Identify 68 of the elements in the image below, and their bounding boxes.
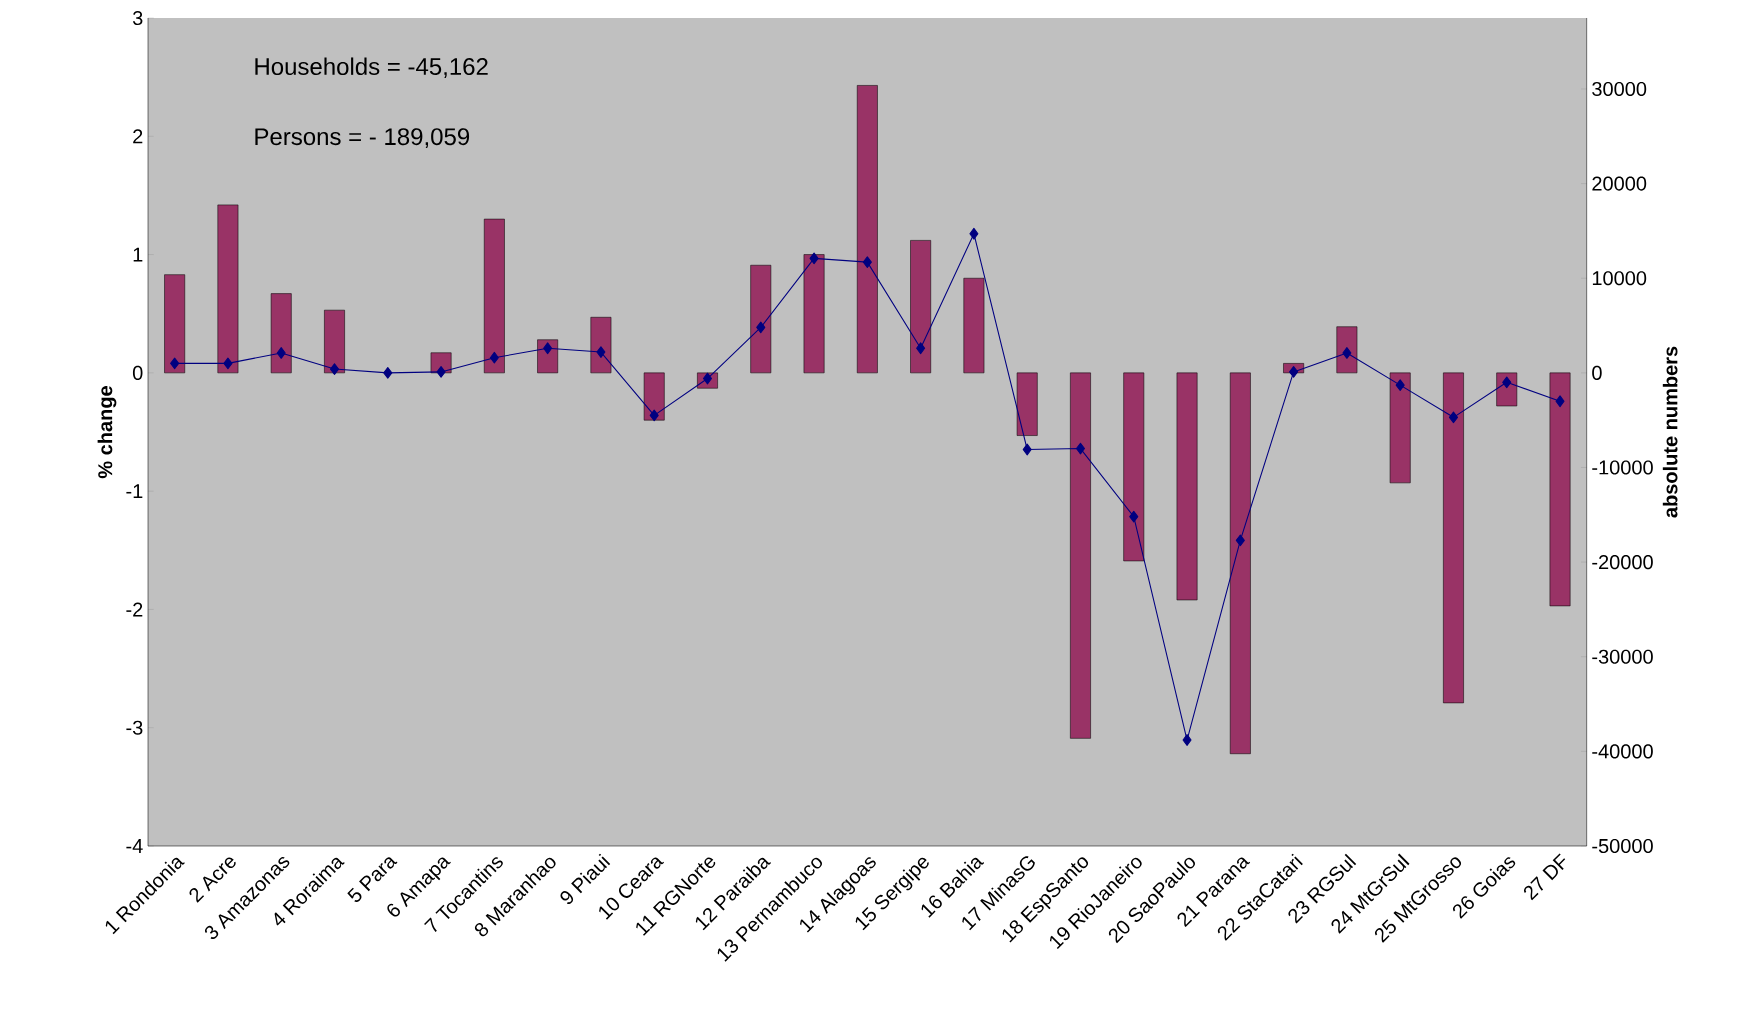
point	[969, 227, 979, 240]
point	[276, 347, 286, 359]
y-tick-label: -4	[126, 839, 143, 853]
y2-tick-label: -20000	[1592, 555, 1653, 570]
point	[596, 346, 606, 358]
y2-axis-title: absolute numbers	[1662, 346, 1678, 518]
point	[543, 342, 553, 355]
bar	[1443, 372, 1464, 704]
y2-tick-label: 0	[1592, 365, 1602, 380]
y2-tick-label: -40000	[1592, 744, 1653, 759]
y-tick-label: -1	[126, 484, 143, 499]
point	[1075, 442, 1086, 455]
point	[436, 366, 446, 378]
bar	[1123, 372, 1145, 562]
bar	[803, 254, 825, 374]
point	[489, 351, 499, 364]
bar	[750, 264, 772, 374]
bar	[483, 218, 505, 374]
bar	[1229, 372, 1251, 755]
x-tick-label: 27 DF	[1523, 853, 1566, 901]
point	[1129, 510, 1139, 523]
point	[1235, 534, 1245, 547]
bar	[910, 240, 932, 374]
bar	[643, 372, 665, 421]
bar	[1176, 372, 1198, 601]
point	[1448, 411, 1459, 424]
annotation: Persons = - 189,059	[255, 128, 470, 148]
point	[1502, 376, 1512, 389]
point	[1182, 734, 1192, 746]
y-tick-label: -2	[126, 602, 143, 617]
bar	[1070, 372, 1091, 739]
bar	[963, 277, 985, 374]
bar	[164, 274, 186, 374]
point	[223, 357, 233, 370]
bar	[590, 317, 612, 374]
point	[383, 366, 393, 379]
point	[329, 363, 340, 375]
annotation: Households = -45,162	[255, 57, 488, 78]
y-axis-title: % change	[97, 386, 117, 479]
y2-tick-label: -10000	[1592, 460, 1653, 475]
bar	[856, 85, 878, 374]
bar	[270, 293, 292, 374]
y2-tick-label: -30000	[1592, 649, 1653, 664]
bar	[1389, 372, 1411, 484]
y-tick-label: 3	[132, 10, 143, 26]
bar	[1549, 372, 1571, 607]
y-tick-label: 2	[133, 129, 143, 144]
point	[916, 342, 926, 355]
y2-tick-label: 20000	[1592, 176, 1647, 191]
bar	[1336, 326, 1358, 374]
y2-tick-label: 10000	[1592, 271, 1647, 286]
point	[1395, 379, 1405, 392]
point	[170, 357, 180, 370]
y-tick-label: -3	[126, 720, 143, 735]
point	[1022, 443, 1032, 456]
point	[1555, 395, 1565, 408]
point	[649, 409, 659, 422]
y-tick-label: 0	[132, 365, 143, 380]
y-tick-label: 1	[133, 247, 143, 262]
point	[862, 256, 872, 269]
bar	[1016, 372, 1038, 436]
point	[1289, 366, 1299, 378]
y2-tick-label: -50000	[1592, 838, 1653, 854]
point	[809, 252, 819, 265]
y2-tick-label: 30000	[1592, 81, 1647, 97]
point	[756, 321, 766, 334]
bar	[217, 204, 239, 374]
bar	[324, 309, 345, 374]
